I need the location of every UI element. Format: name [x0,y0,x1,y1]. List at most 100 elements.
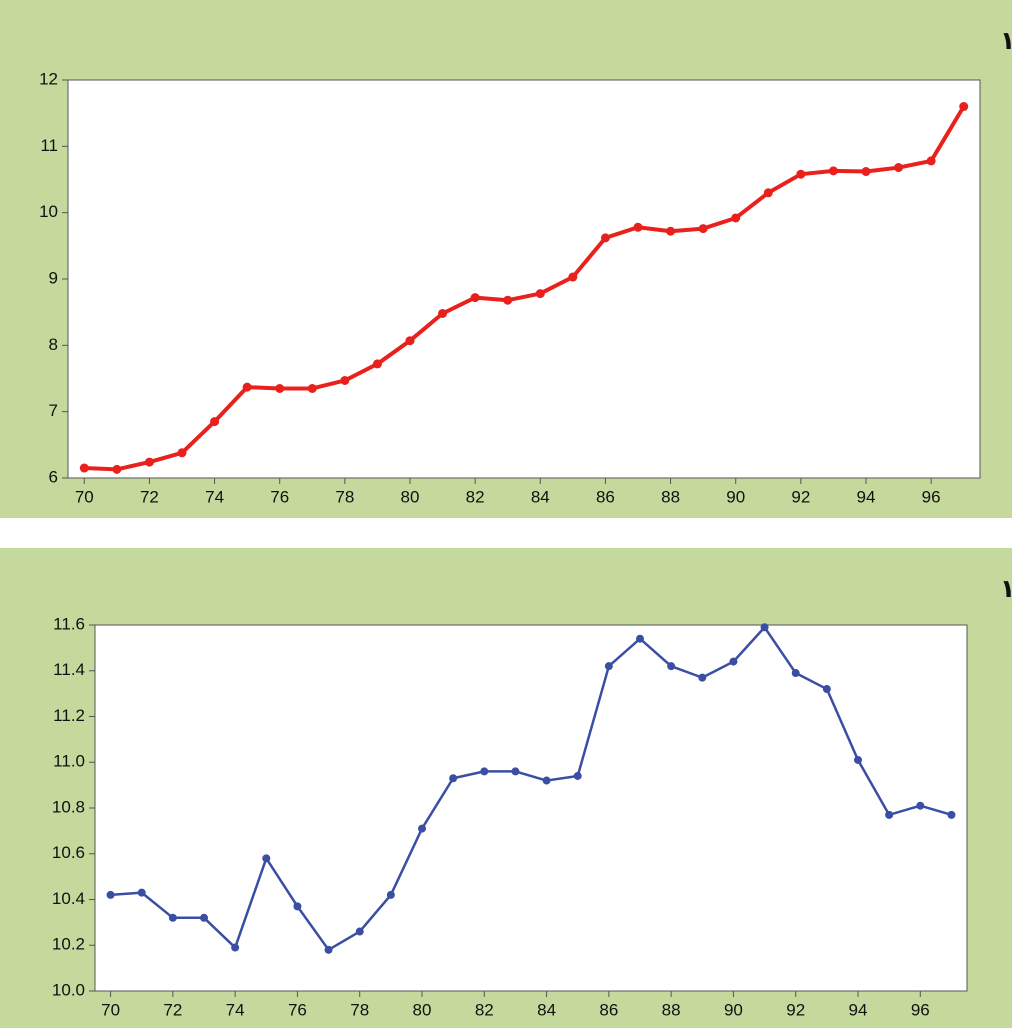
x-tick-label: 76 [270,487,289,506]
data-point [200,913,208,922]
x-tick-label: 70 [101,1000,120,1019]
x-tick-label: 78 [350,1000,369,1019]
data-point [386,890,395,899]
y-tick-label: 6 [49,467,58,486]
data-point [511,767,520,776]
x-tick-label: 88 [662,1000,681,1019]
x-tick-label: 74 [226,1000,245,1019]
data-point [600,233,610,243]
data-point [698,673,707,682]
y-tick-label: 10.0 [52,980,85,999]
data-point [231,943,240,952]
series-line [84,105,966,472]
chart-title: نمودار ۲- لگاریتم سرمایه‌گذاری حقیقی بخش… [1000,574,1012,604]
y-tick-label: 12 [39,69,58,88]
data-point [480,767,489,776]
x-tick-label: 86 [596,487,615,506]
x-tick-label: 94 [857,487,876,506]
data-point [307,383,317,393]
data-point [106,890,115,899]
data-point [633,222,643,232]
series-line [110,626,952,952]
data-point [168,913,177,922]
plot-area [94,624,968,992]
data-point [262,854,271,863]
data-point [885,810,894,819]
data-point [573,771,582,780]
data-point [449,774,458,783]
data-point [177,448,187,458]
x-tick-label: 88 [661,487,680,506]
data-point [636,634,644,643]
x-tick-label: 90 [724,1000,743,1019]
data-point [535,289,545,299]
y-tick-label: 10.6 [52,843,85,862]
plot-area [67,79,981,479]
data-point [470,293,480,303]
x-tick-label: 96 [922,487,941,506]
data-point [604,662,613,671]
data-point [854,755,862,764]
data-point [959,102,969,112]
x-tick-label: 72 [140,487,159,506]
x-tick-label: 86 [599,1000,618,1019]
x-tick-label: 84 [531,487,550,506]
y-tick-label: 11 [40,136,58,155]
x-tick-label: 92 [786,1000,805,1019]
data-point [926,156,936,166]
data-point [372,359,382,369]
data-point [796,169,806,179]
data-point [324,945,333,954]
y-tick-label: 11.0 [53,752,85,771]
x-tick-label: 80 [401,487,420,506]
data-point [666,226,676,236]
data-point [828,166,838,176]
data-point [729,657,738,666]
data-point [698,224,708,234]
data-point [791,669,800,678]
data-point [542,776,551,785]
data-point [760,623,769,632]
x-tick-label: 90 [726,487,745,506]
x-tick-label: 94 [849,1000,868,1019]
x-tick-label: 72 [163,1000,182,1019]
data-point [667,662,676,671]
data-point [568,272,578,282]
data-point [418,824,426,833]
data-point [405,336,415,346]
data-point [137,888,146,897]
data-point [210,417,220,427]
data-point [242,382,252,392]
x-tick-label: 82 [466,487,485,506]
x-tick-label: 82 [475,1000,494,1019]
data-point [763,188,773,198]
y-tick-label: 10.2 [52,935,85,954]
data-point [355,927,364,936]
y-tick-label: 11.4 [53,660,85,679]
data-point [503,295,513,305]
data-point [144,457,154,467]
y-tick-label: 10.4 [52,889,85,908]
data-point [340,375,350,385]
data-point [293,902,302,911]
y-tick-label: 10.8 [52,797,85,816]
data-point [79,463,89,473]
y-tick-label: 10 [39,202,58,221]
x-tick-label: 76 [288,1000,307,1019]
data-point [861,167,871,177]
x-tick-label: 92 [791,487,810,506]
chart-title: نمودار۱- لگاریتم متوسط قیمت هر متر مربع … [1000,25,1012,56]
x-tick-label: 78 [335,487,354,506]
data-point [731,213,741,223]
x-tick-label: 84 [537,1000,556,1019]
x-tick-label: 96 [911,1000,930,1019]
y-tick-label: 11.6 [53,614,85,633]
y-tick-label: 11.2 [53,706,85,725]
data-point [947,810,956,819]
y-tick-label: 9 [49,268,58,287]
data-point [916,801,925,810]
x-tick-label: 70 [75,487,94,506]
y-tick-label: 8 [49,335,58,354]
